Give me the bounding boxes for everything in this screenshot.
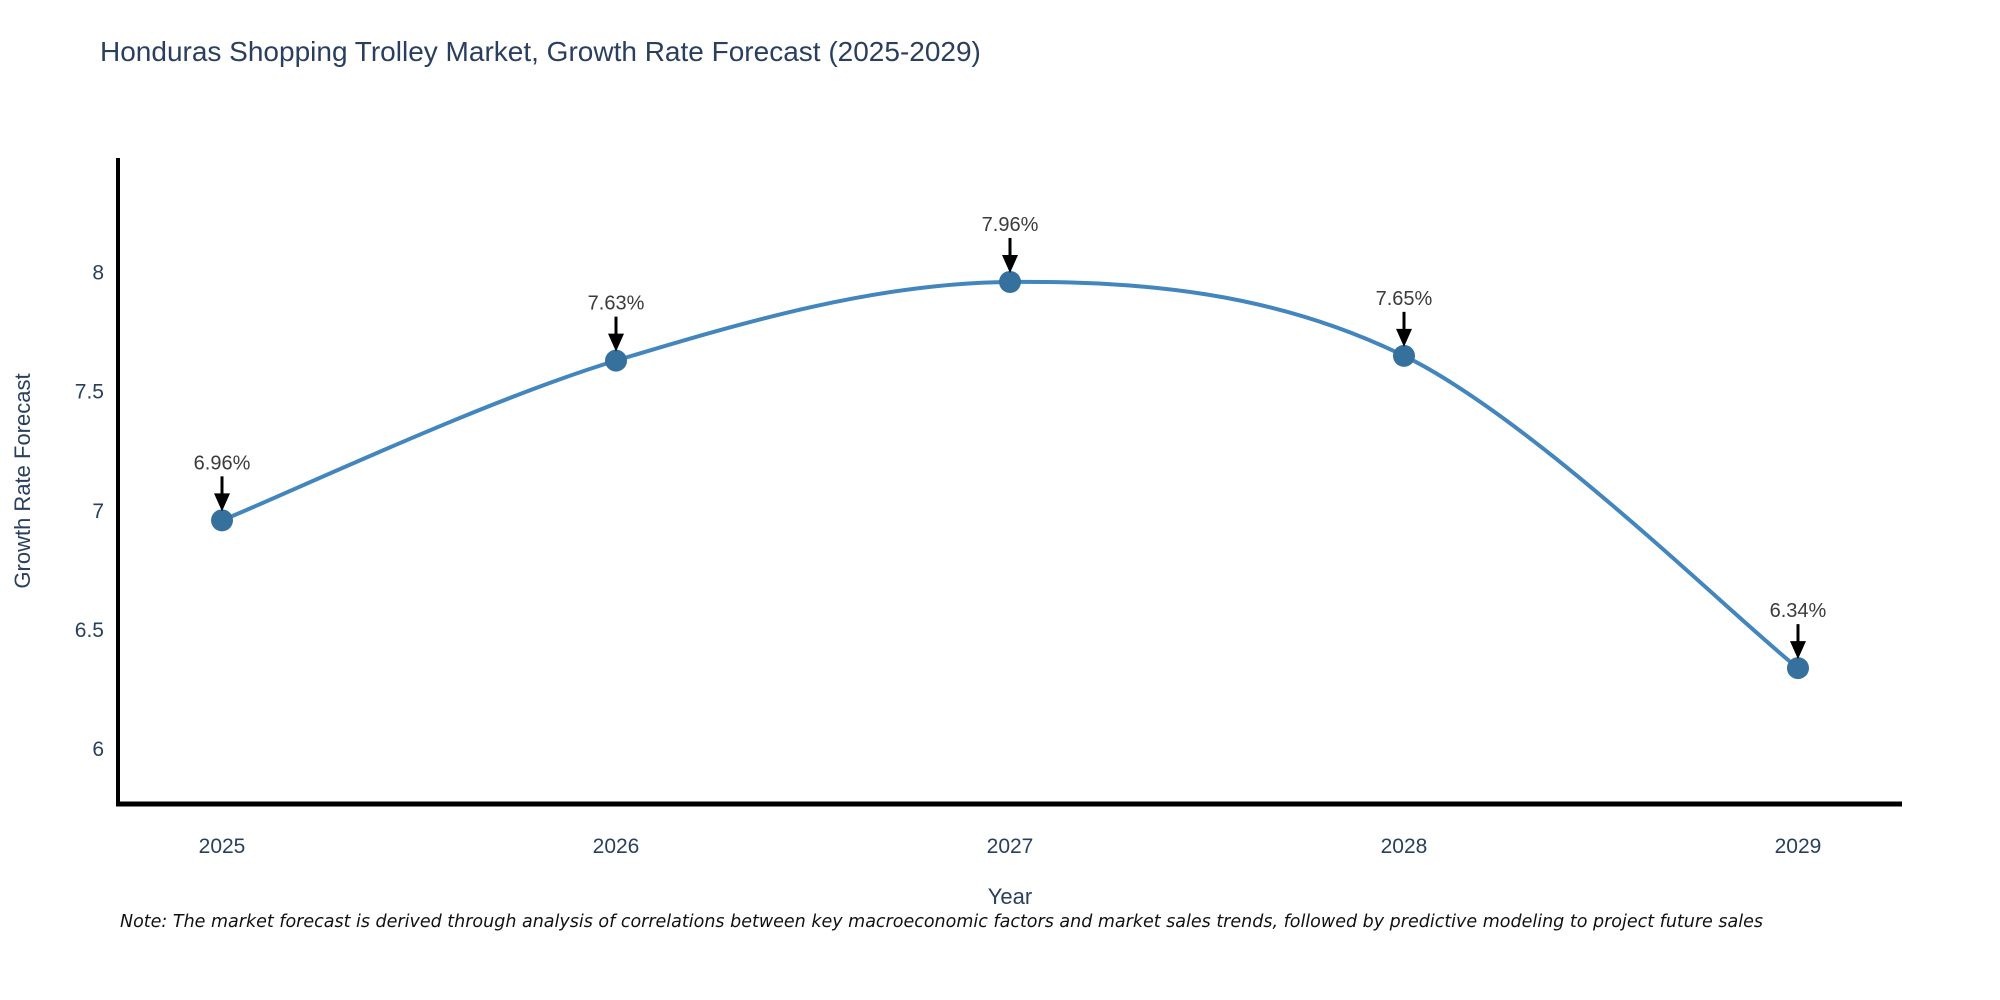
data-point-marker[interactable] <box>999 270 1021 293</box>
series-line <box>221 279 1800 670</box>
annotation-label: 6.96% <box>194 452 251 474</box>
annotation-arrowhead-icon <box>214 493 231 512</box>
data-point-marker[interactable] <box>211 509 234 532</box>
data-point-marker[interactable] <box>605 349 628 372</box>
y-tick-label: 6.5 <box>75 619 104 642</box>
chart-title: Honduras Shopping Trolley Market, Growth… <box>100 36 981 67</box>
x-axis-title: Year <box>988 884 1032 909</box>
y-axis-title: Growth Rate Forecast <box>10 373 35 588</box>
annotation-arrowhead-icon <box>1395 328 1412 347</box>
y-tick-label: 7 <box>92 500 104 523</box>
y-tick-label: 8 <box>92 261 104 284</box>
x-tick-label: 2025 <box>199 835 246 858</box>
footnote: Note: The market forecast is derived thr… <box>120 912 1763 932</box>
annotation-label: 7.65% <box>1376 288 1433 310</box>
annotation-label: 7.63% <box>588 293 645 315</box>
y-tick-label: 7.5 <box>75 381 104 404</box>
annotation-arrowhead-icon <box>1789 641 1806 660</box>
annotation-arrowhead-icon <box>1002 254 1018 273</box>
data-point-marker[interactable] <box>1786 657 1809 680</box>
annotation-label: 6.34% <box>1770 600 1827 622</box>
x-tick-label: 2028 <box>1381 835 1428 858</box>
x-tick-label: 2029 <box>1775 835 1822 858</box>
data-point-marker[interactable] <box>1392 344 1415 367</box>
y-tick-label: 6 <box>92 738 104 761</box>
annotation-label: 7.96% <box>982 214 1039 236</box>
annotation-arrowhead-icon <box>608 333 625 352</box>
x-tick-label: 2026 <box>593 835 640 858</box>
x-tick-label: 2027 <box>987 835 1034 858</box>
